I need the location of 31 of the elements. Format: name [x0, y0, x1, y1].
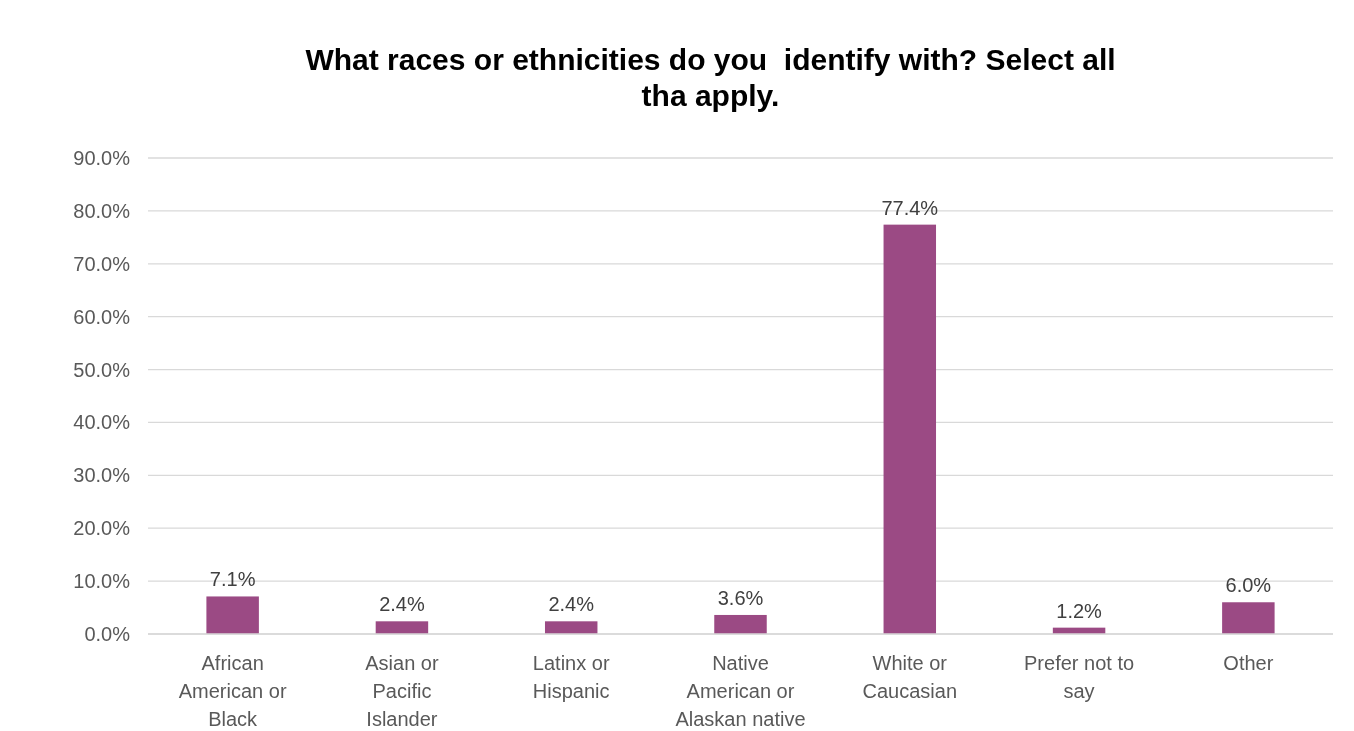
x-tick-label: Asian or Pacific Islander [365, 652, 439, 730]
y-tick-label: 60.0% [73, 305, 131, 328]
bar [883, 224, 937, 634]
y-tick-label: 20.0% [73, 517, 131, 540]
data-label: 77.4% [881, 196, 939, 219]
data-label: 7.1% [209, 568, 256, 591]
y-tick-label: 10.0% [73, 570, 131, 593]
data-label: 2.4% [379, 593, 425, 616]
y-tick-label: 80.0% [73, 199, 131, 222]
bar [375, 621, 429, 634]
y-tick-label: 70.0% [73, 252, 131, 275]
data-label: 3.6% [717, 586, 764, 609]
data-label: 2.4% [548, 593, 595, 616]
bar [544, 621, 598, 634]
bar [714, 614, 767, 634]
x-tick-label: African American or Black [178, 652, 287, 730]
x-tick-label: Prefer not to say [1024, 652, 1135, 702]
y-tick-label: 40.0% [73, 411, 131, 434]
data-label: 6.0% [1225, 574, 1272, 597]
x-tick-label: White or Caucasian [862, 652, 958, 702]
y-tick-label: 0.0% [84, 623, 131, 645]
y-tick-label: 90.0% [73, 147, 131, 169]
x-tick-label: Other [1223, 652, 1274, 674]
bar [206, 596, 259, 634]
x-tick-label: Latinx or Hispanic [532, 652, 610, 702]
y-tick-label: 50.0% [73, 358, 131, 381]
y-tick-label: 30.0% [73, 464, 131, 487]
chart-title: What races or ethnicities do you identify with? Select all tha apply. [305, 43, 1116, 112]
x-tick-label: Native American or Alaskan native [675, 652, 806, 730]
bar [1222, 602, 1275, 634]
data-label: 1.2% [1056, 599, 1103, 622]
